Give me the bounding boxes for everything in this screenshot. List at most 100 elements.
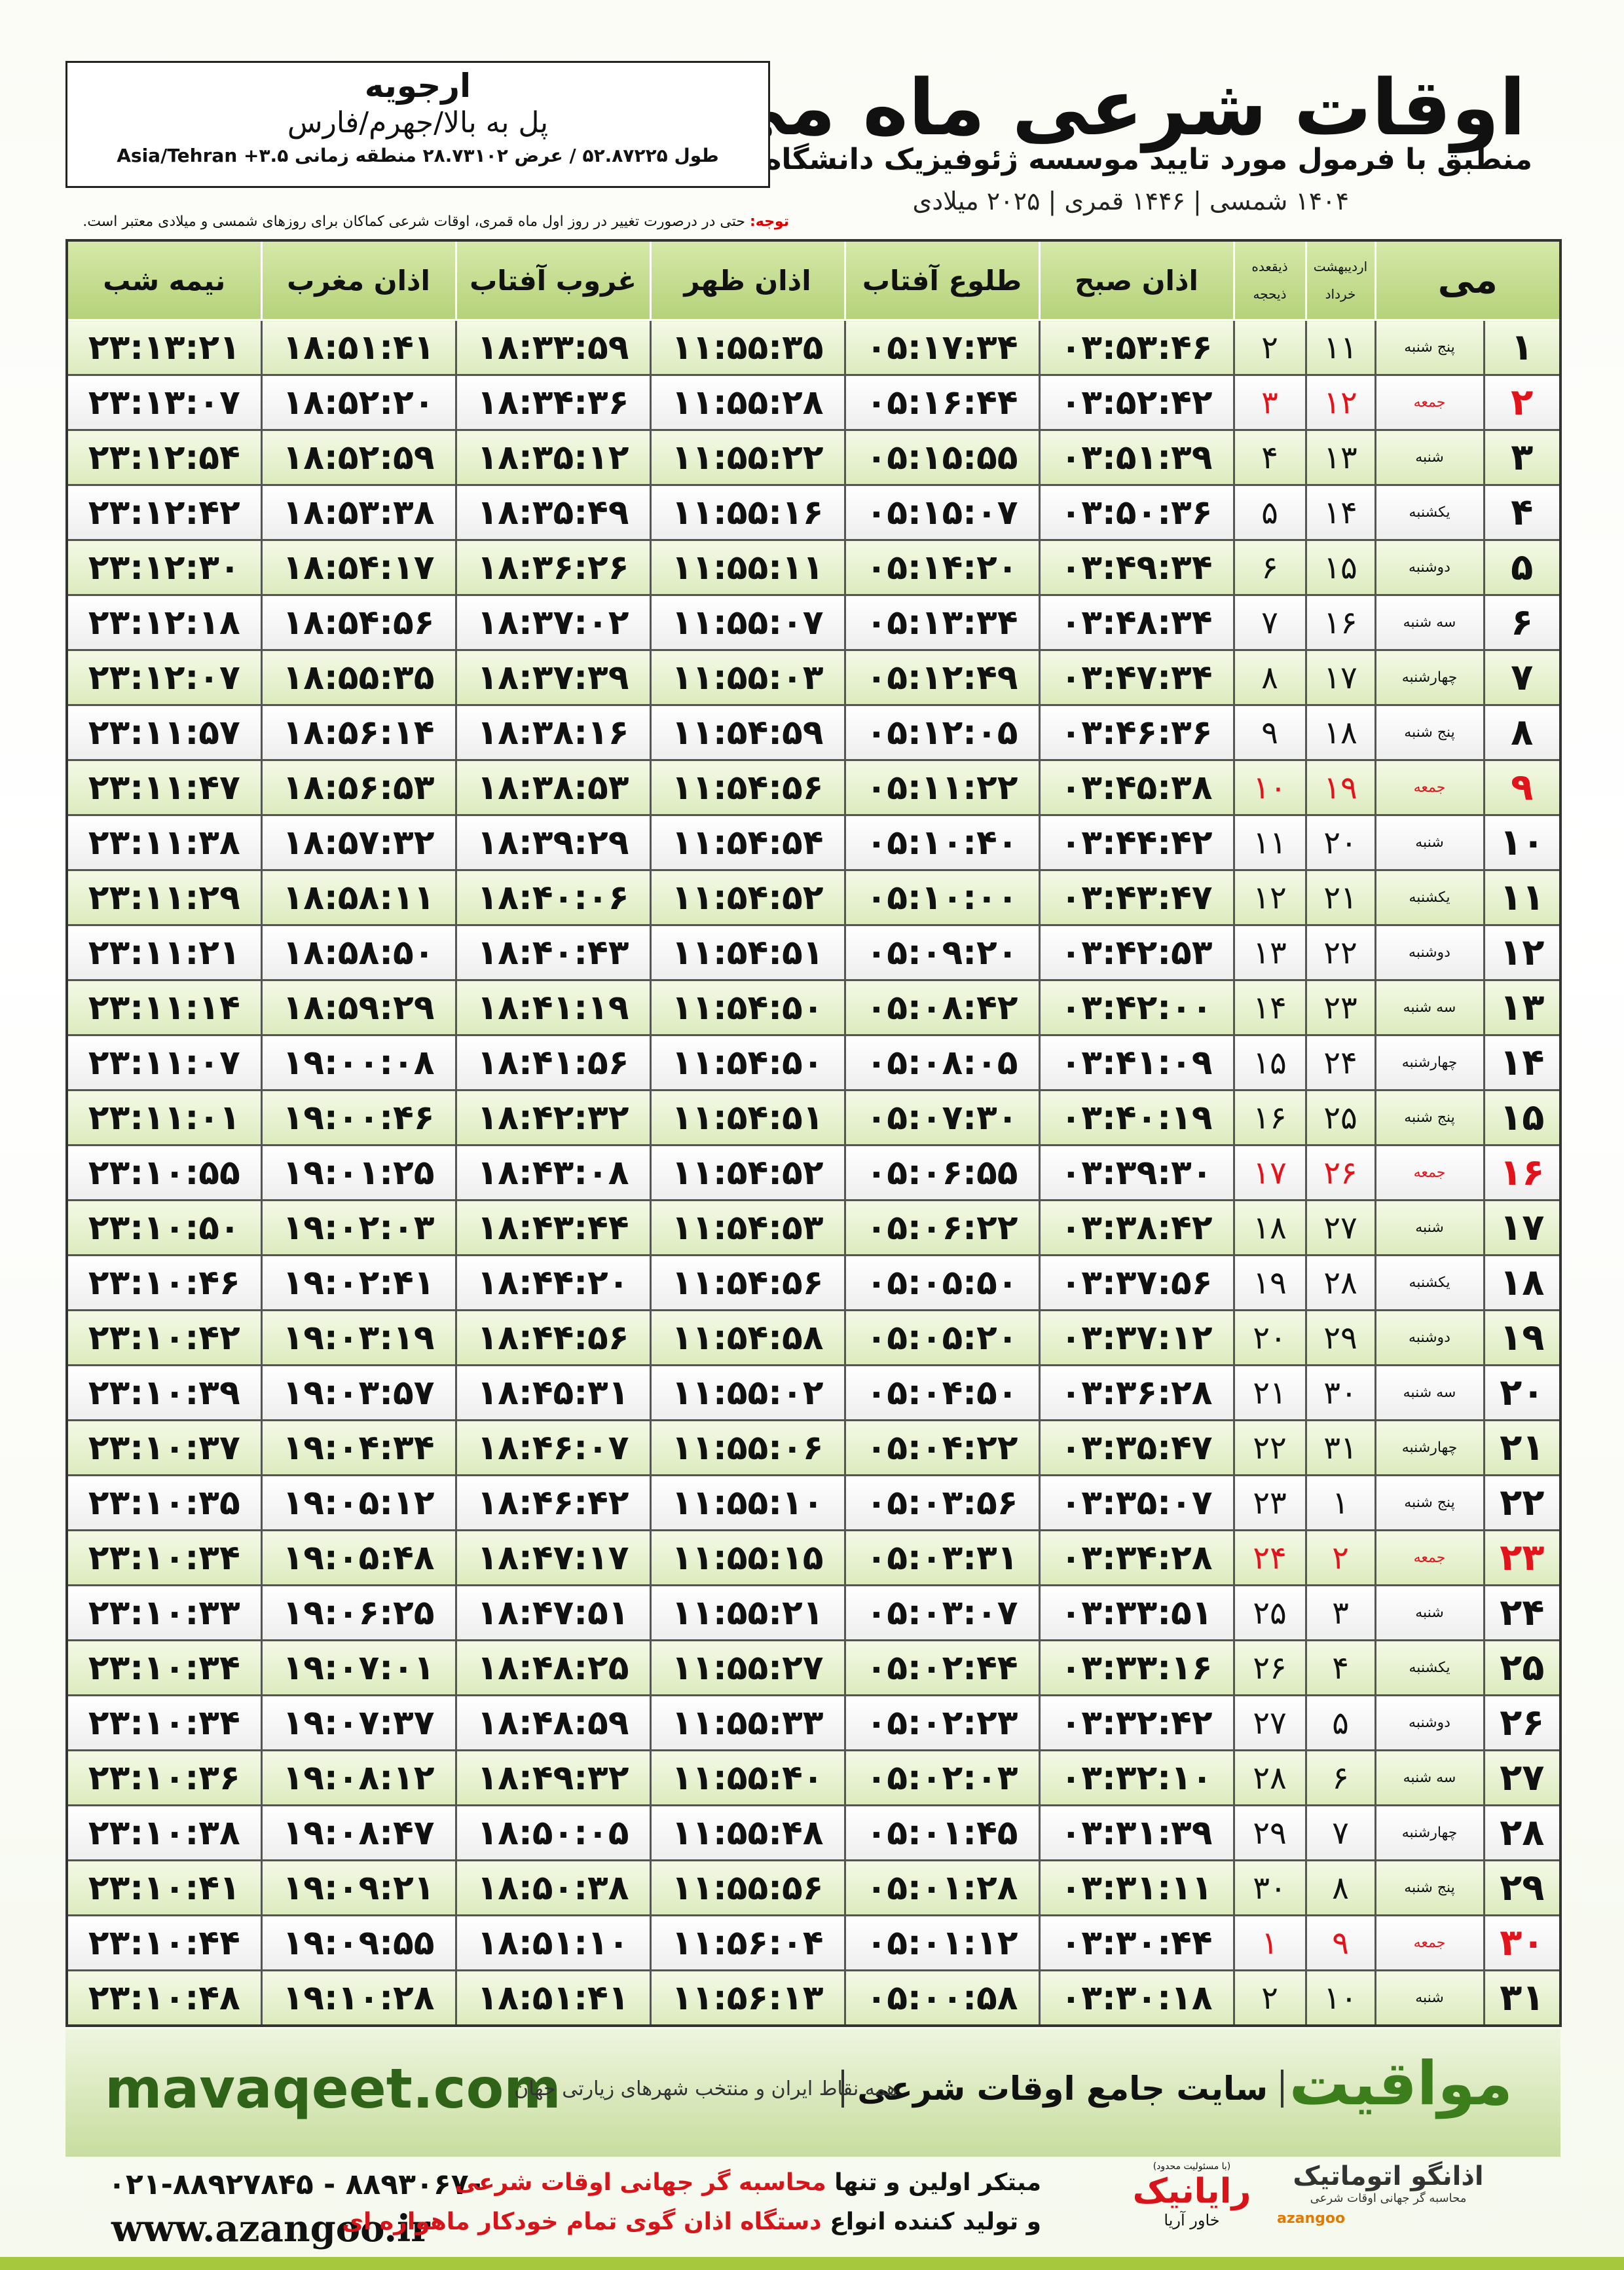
- text: مبتکر اولین و تنها: [834, 2169, 1041, 2196]
- weekday: پنج شنبه: [1374, 1859, 1485, 1916]
- time: ۱۸:۳۵:۴۹: [454, 484, 652, 541]
- time: ۱۸:۴۳:۴۴: [454, 1199, 652, 1256]
- day: ۱۴: [1483, 1034, 1562, 1091]
- time: ۰۳:۴۳:۴۷: [1038, 869, 1235, 926]
- shamsi-day: ۱۳: [1304, 429, 1376, 486]
- time: ۱۹:۰۹:۲۱: [260, 1859, 457, 1916]
- shamsi-day: ۷: [1304, 1804, 1376, 1861]
- weekday: جمعه: [1374, 1529, 1485, 1586]
- time: ۱۸:۵۱:۴۱: [454, 1969, 652, 2027]
- time: ۰۳:۳۲:۱۰: [1038, 1749, 1235, 1806]
- day: ۱۷: [1483, 1199, 1562, 1256]
- time: ۰۵:۰۶:۲۲: [843, 1199, 1041, 1256]
- time: ۱۹:۰۵:۴۸: [260, 1529, 457, 1586]
- time: ۲۳:۱۲:۴۲: [65, 484, 263, 541]
- time: ۰۵:۱۵:۰۷: [843, 484, 1041, 541]
- website: www.azangoo.ir: [111, 2207, 430, 2250]
- time: ۱۸:۴۷:۱۷: [454, 1529, 652, 1586]
- time: ۱۱:۵۵:۳۵: [649, 319, 846, 376]
- time: ۱۹:۰۸:۴۷: [260, 1804, 457, 1861]
- qamari-day: ۱۶: [1232, 1089, 1307, 1146]
- time: ۱۱:۵۴:۵۱: [649, 924, 846, 981]
- time: ۱۸:۴۵:۳۱: [454, 1364, 652, 1421]
- weekday: یکشنبه: [1374, 869, 1485, 926]
- time: ۱۸:۴۸:۵۹: [454, 1694, 652, 1751]
- time: ۱۹:۰۲:۴۱: [260, 1254, 457, 1311]
- partner-sub: خاور آریا: [1164, 2211, 1220, 2229]
- time: ۱۸:۴۶:۴۲: [454, 1474, 652, 1531]
- brand: مواقیت: [1289, 2049, 1513, 2119]
- partner-note: (با مسئولیت محدود): [1153, 2161, 1231, 2172]
- time: ۰۳:۳۹:۳۰: [1038, 1144, 1235, 1201]
- qamari-day: ۲۸: [1232, 1749, 1307, 1806]
- time: ۱۱:۵۵:۰۶: [649, 1419, 846, 1476]
- shamsi-day: ۵: [1304, 1694, 1376, 1751]
- day: ۹: [1483, 759, 1562, 816]
- time: ۱۹:۰۶:۲۵: [260, 1584, 457, 1641]
- weekday: دوشنبه: [1374, 924, 1485, 981]
- timetable: می اردیبهشت خرداد ذیقعده ذیحجه اذان صبح طلو…: [65, 239, 1562, 2027]
- time: ۰۳:۴۸:۳۴: [1038, 594, 1235, 651]
- time: ۱۱:۵۴:۵۴: [649, 814, 846, 871]
- time: ۱۱:۵۴:۵۹: [649, 704, 846, 761]
- shamsi-day: ۲۴: [1304, 1034, 1376, 1091]
- time: ۱۱:۵۴:۵۲: [649, 869, 846, 926]
- time: ۱۱:۵۵:۲۷: [649, 1639, 846, 1696]
- time: ۲۳:۱۲:۰۷: [65, 649, 263, 706]
- time: ۲۳:۱۲:۱۸: [65, 594, 263, 651]
- shamsi-day: ۱۰: [1304, 1969, 1376, 2027]
- shamsi-day: ۱: [1304, 1474, 1376, 1531]
- time: ۱۸:۴۶:۰۷: [454, 1419, 652, 1476]
- time: ۱۸:۴۹:۳۲: [454, 1749, 652, 1806]
- row: ۱۲ دوشنبه ۲۲ ۱۳ ۰۳:۴۲:۵۳ ۰۵:۰۹:۲۰ ۱۱:۵۴:۵۱ ۱۸:۴…: [65, 924, 1562, 981]
- day: ۱۸: [1483, 1254, 1562, 1311]
- time: ۲۳:۱۰:۳۸: [65, 1804, 263, 1861]
- day: ۱۰: [1483, 814, 1562, 871]
- time: ۲۳:۱۱:۳۸: [65, 814, 263, 871]
- qamari-day: ۲۲: [1232, 1419, 1307, 1476]
- time: ۰۳:۴۱:۰۹: [1038, 1034, 1235, 1091]
- time: ۱۹:۰۹:۵۵: [260, 1914, 457, 1971]
- time: ۲۳:۱۰:۴۱: [65, 1859, 263, 1916]
- time: ۰۳:۴۲:۵۳: [1038, 924, 1235, 981]
- qamari-day: ۷: [1232, 594, 1307, 651]
- time: ۲۳:۱۱:۴۷: [65, 759, 263, 816]
- shamsi-day: ۱۹: [1304, 759, 1376, 816]
- day: ۲: [1483, 374, 1562, 431]
- time: ۱۱:۵۶:۰۴: [649, 1914, 846, 1971]
- day: ۳: [1483, 429, 1562, 486]
- time: ۱۸:۵۲:۵۹: [260, 429, 457, 486]
- day: ۱۱: [1483, 869, 1562, 926]
- location-box: ارجویه پل به بالا/جهرم/فارس طول ۵۲.۸۷۲۲۵…: [65, 61, 770, 188]
- subtitle: منطبق با فرمول مورد تایید موسسه ژئوفیزیک…: [672, 143, 1532, 176]
- day: ۲۲: [1483, 1474, 1562, 1531]
- shamsi-day: ۴: [1304, 1639, 1376, 1696]
- time: ۰۳:۵۱:۳۹: [1038, 429, 1235, 486]
- time: ۲۳:۱۱:۵۷: [65, 704, 263, 761]
- time: ۱۸:۴۲:۳۲: [454, 1089, 652, 1146]
- time: ۰۳:۳۰:۱۸: [1038, 1969, 1235, 2027]
- shamsi-day: ۱۱: [1304, 319, 1376, 376]
- time: ۱۱:۵۴:۵۰: [649, 1034, 846, 1091]
- time: ۱۸:۴۴:۵۶: [454, 1309, 652, 1366]
- time: ۱۹:۰۱:۲۵: [260, 1144, 457, 1201]
- qamari-day: ۱۳: [1232, 924, 1307, 981]
- time: ۱۱:۵۴:۵۳: [649, 1199, 846, 1256]
- time: ۲۳:۱۳:۲۱: [65, 319, 263, 376]
- time: ۰۳:۴۷:۳۴: [1038, 649, 1235, 706]
- site-url: mavaqeet.com: [105, 2056, 561, 2121]
- qamari-day: ۵: [1232, 484, 1307, 541]
- time: ۱۱:۵۴:۵۸: [649, 1309, 846, 1366]
- row: ۷ چهارشنبه ۱۷ ۸ ۰۳:۴۷:۳۴ ۰۵:۱۲:۴۹ ۱۱:۵۵:۰۳ ۱۸:۳…: [65, 649, 1562, 706]
- header-qamari: ذیقعده ذیحجه: [1232, 239, 1307, 321]
- time: ۱۸:۵۰:۳۸: [454, 1859, 652, 1916]
- row: ۱۷ شنبه ۲۷ ۱۸ ۰۳:۳۸:۴۲ ۰۵:۰۶:۲۲ ۱۱:۵۴:۵۳ ۱۸:۴۳:…: [65, 1199, 1562, 1256]
- time: ۱۱:۵۴:۵۰: [649, 979, 846, 1036]
- time: ۰۳:۳۴:۲۸: [1038, 1529, 1235, 1586]
- row: ۲ جمعه ۱۲ ۳ ۰۳:۵۲:۴۲ ۰۵:۱۶:۴۴ ۱۱:۵۵:۲۸ ۱۸:۳۴:۳۶…: [65, 374, 1562, 431]
- table-body: ۱ پنج شنبه ۱۱ ۲ ۰۳:۵۳:۴۶ ۰۵:۱۷:۳۴ ۱۱:۵۵:۳۵ ۱۸:۳…: [65, 319, 1562, 2027]
- time: ۱۹:۰۳:۱۹: [260, 1309, 457, 1366]
- time: ۰۵:۰۳:۳۱: [843, 1529, 1041, 1586]
- weekday: چهارشنبه: [1374, 649, 1485, 706]
- text: محاسبه گر جهانی اوقات شرعی: [454, 2169, 826, 2196]
